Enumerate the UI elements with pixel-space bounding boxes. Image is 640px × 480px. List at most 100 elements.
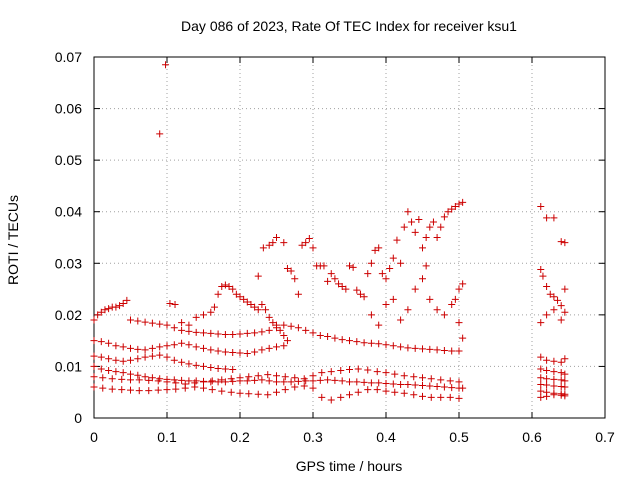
- data-point: [422, 262, 430, 270]
- data-point: [309, 244, 317, 252]
- data-point: [437, 393, 445, 401]
- data-point: [557, 383, 565, 391]
- data-point: [550, 306, 558, 314]
- data-point: [265, 326, 273, 334]
- data-point: [207, 329, 215, 337]
- data-point: [331, 275, 339, 283]
- data-point: [218, 376, 226, 384]
- data-point: [258, 301, 266, 309]
- data-point: [127, 316, 134, 324]
- data-point: [258, 376, 266, 384]
- data-point: [229, 349, 237, 357]
- data-point: [148, 352, 156, 360]
- data-point: [550, 368, 558, 376]
- data-point: [172, 385, 180, 393]
- data-point: [127, 376, 134, 384]
- data-point: [419, 392, 426, 400]
- data-point: [229, 330, 237, 338]
- data-point: [119, 369, 127, 377]
- data-point: [459, 334, 467, 342]
- data-point: [426, 223, 434, 231]
- data-point: [245, 373, 253, 381]
- data-point: [90, 362, 98, 370]
- data-point: [440, 213, 448, 221]
- data-point: [433, 234, 441, 241]
- data-point: [448, 384, 456, 392]
- data-point: [427, 393, 435, 401]
- data-point: [455, 285, 463, 293]
- data-point: [440, 346, 448, 354]
- data-point: [141, 346, 149, 354]
- data-point: [446, 377, 454, 385]
- data-point: [389, 342, 397, 350]
- data-point: [291, 374, 299, 382]
- data-point: [360, 293, 368, 301]
- data-point: [546, 290, 554, 298]
- data-point: [243, 377, 251, 385]
- data-point: [273, 378, 280, 386]
- data-point: [207, 363, 215, 371]
- data-point: [97, 338, 105, 346]
- data-point: [346, 337, 353, 345]
- data-point: [411, 228, 419, 236]
- data-point: [459, 280, 467, 288]
- data-point: [415, 215, 423, 223]
- data-point: [280, 342, 288, 350]
- data-point: [410, 391, 418, 399]
- chart-title: Day 086 of 2023, Rate Of TEC Index for r…: [181, 18, 517, 34]
- data-point: [561, 383, 569, 391]
- y-tick-label: 0.06: [55, 101, 82, 117]
- data-point: [397, 259, 405, 267]
- data-point: [557, 316, 565, 324]
- data-point: [316, 376, 324, 384]
- data-point: [135, 376, 143, 384]
- data-point: [367, 259, 375, 267]
- data-point: [331, 376, 339, 384]
- data-point: [170, 324, 178, 332]
- x-tick-label: 0.7: [595, 429, 615, 445]
- data-point: [404, 380, 412, 388]
- data-point: [353, 286, 361, 294]
- data-point: [353, 378, 361, 386]
- data-point: [251, 376, 259, 384]
- data-point: [346, 378, 353, 386]
- data-point: [281, 386, 289, 394]
- data-point: [459, 384, 467, 392]
- data-point: [327, 396, 335, 404]
- data-point: [422, 234, 430, 241]
- data-point: [287, 267, 295, 275]
- data-point: [342, 285, 350, 293]
- data-point: [550, 357, 558, 365]
- data-point: [108, 385, 116, 393]
- data-point: [218, 387, 226, 395]
- data-point: [291, 383, 299, 391]
- data-point: [346, 391, 353, 399]
- data-point: [208, 386, 216, 394]
- data-point: [134, 371, 142, 379]
- data-point: [118, 386, 126, 394]
- data-point: [561, 355, 569, 363]
- data-point: [232, 290, 240, 298]
- data-point: [309, 372, 317, 380]
- data-point: [97, 353, 105, 361]
- y-tick-label: 0.05: [55, 152, 82, 168]
- data-point: [382, 301, 390, 309]
- data-point: [105, 355, 113, 363]
- data-point: [254, 390, 262, 398]
- data-point: [404, 208, 412, 216]
- y-tick-label: 0.01: [55, 358, 82, 374]
- data-point: [389, 380, 397, 388]
- data-point: [324, 277, 332, 285]
- data-point: [378, 270, 386, 278]
- data-point: [391, 388, 399, 396]
- data-point: [419, 382, 426, 390]
- data-point: [337, 393, 345, 401]
- data-point: [178, 339, 186, 347]
- x-tick-label: 0.2: [230, 429, 250, 445]
- data-point: [145, 387, 153, 395]
- data-point: [123, 296, 131, 304]
- data-point: [118, 375, 126, 383]
- data-point: [105, 367, 113, 375]
- data-point: [185, 377, 193, 385]
